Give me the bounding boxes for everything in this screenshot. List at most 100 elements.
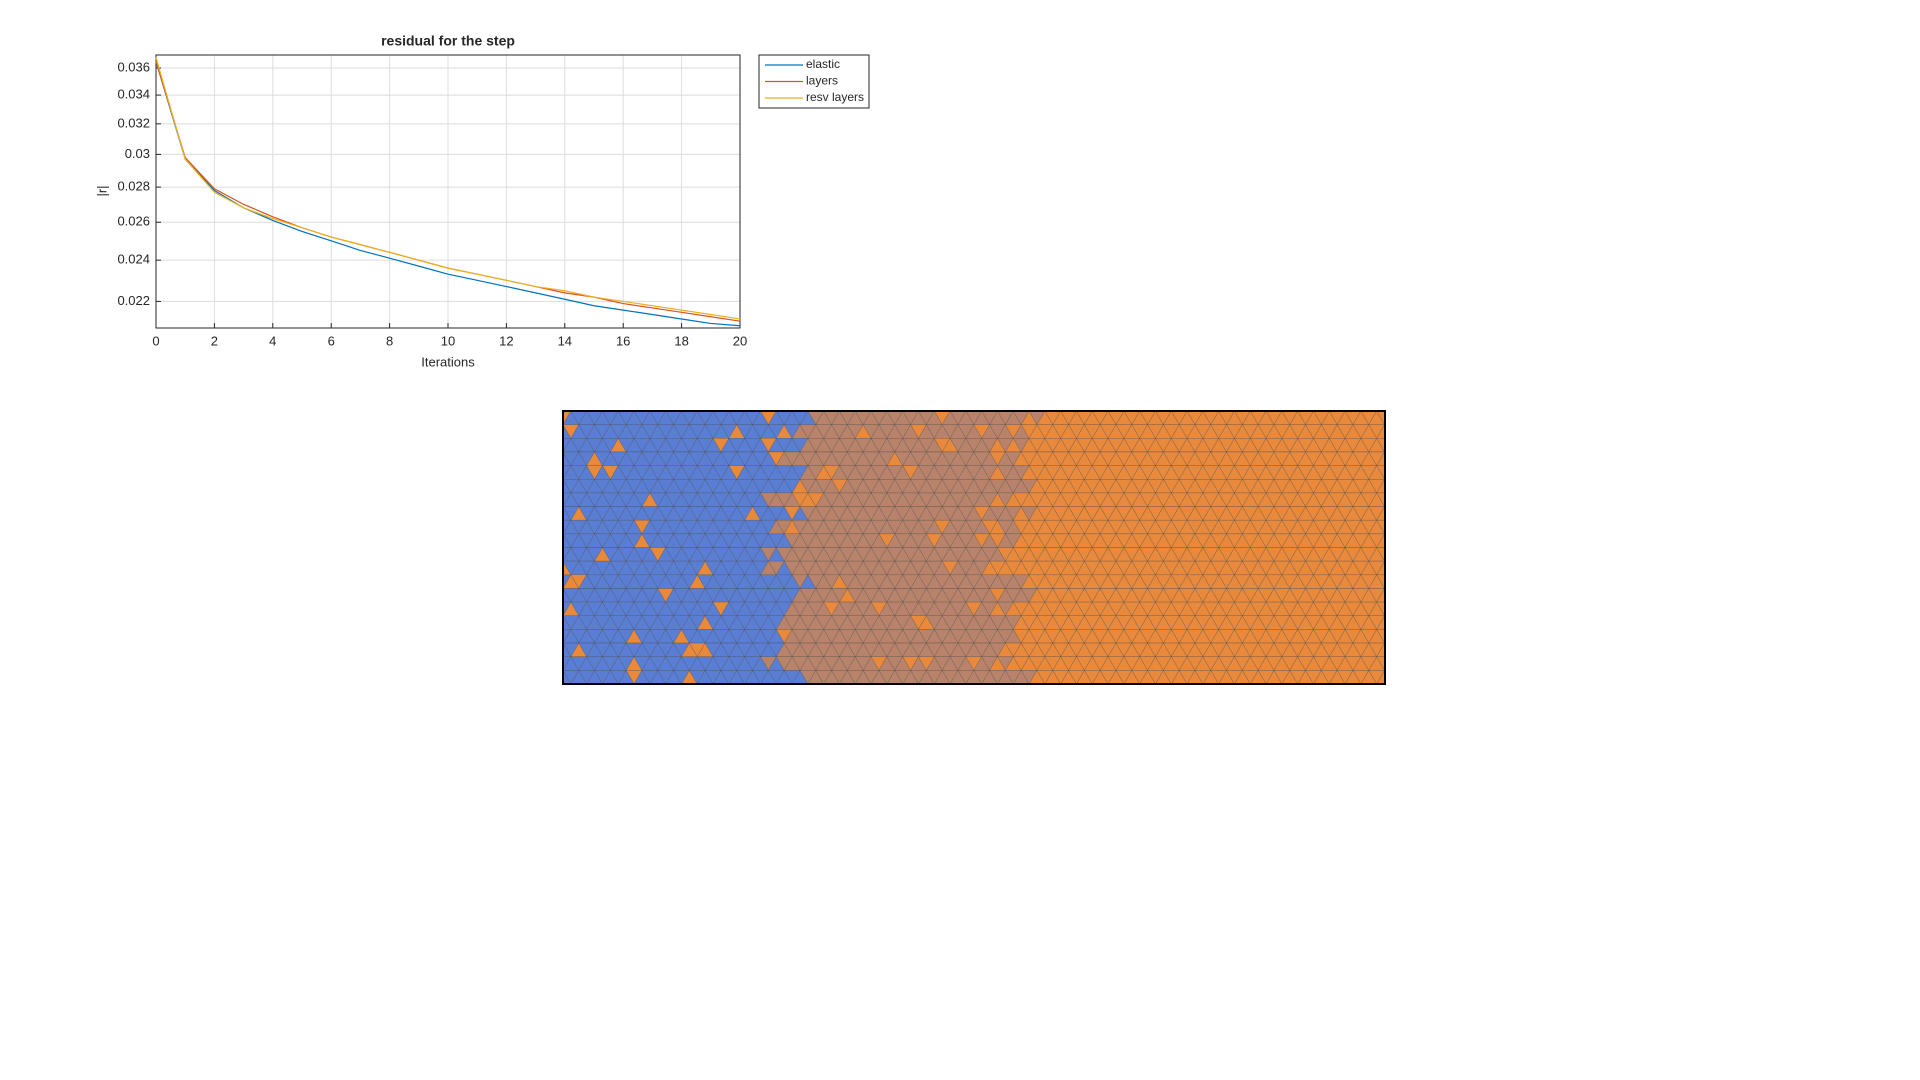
mesh-cell — [1432, 643, 1448, 657]
mesh-cell — [1424, 452, 1440, 466]
mesh-cell — [1400, 602, 1416, 616]
chart-title: residual for the step — [381, 33, 515, 49]
mesh-cell — [1384, 533, 1385, 536]
mesh-cell — [1424, 561, 1440, 575]
mesh-cell — [1416, 507, 1432, 521]
mesh-cell — [1432, 507, 1448, 521]
x-tick-label: 2 — [211, 333, 218, 348]
plot-frame — [155, 54, 741, 329]
mesh-cell — [1384, 588, 1385, 590]
mesh-cell — [1408, 643, 1424, 657]
mesh-cell — [1408, 520, 1424, 534]
mesh-cell — [1384, 669, 1385, 671]
y-tick-label: 0.026 — [117, 214, 150, 229]
y-tick-label: 0.032 — [117, 115, 150, 130]
mesh-cell — [1400, 452, 1416, 466]
mesh-cell — [1393, 575, 1409, 589]
mesh-cell — [1416, 643, 1432, 657]
mesh-cell — [1408, 411, 1424, 425]
mesh-cell — [1424, 548, 1440, 562]
mesh-cell — [1400, 670, 1416, 684]
mesh-cell — [1416, 657, 1432, 671]
mesh-cell — [1408, 466, 1424, 480]
mesh-cell — [1393, 507, 1409, 521]
mesh-cell — [563, 642, 564, 644]
mesh-cell — [1424, 670, 1440, 684]
x-tick-label: 10 — [441, 333, 455, 348]
mesh-cell — [1408, 479, 1424, 493]
mesh-cell — [1424, 520, 1440, 534]
mesh-cell — [1408, 588, 1424, 602]
x-tick-label: 14 — [558, 333, 572, 348]
mesh-cell — [1384, 423, 1385, 425]
mesh-cell — [563, 669, 564, 671]
mesh-cell — [1416, 534, 1432, 548]
mesh-cell — [1384, 587, 1385, 589]
mesh-cell — [1400, 643, 1416, 657]
line-series — [155, 57, 741, 320]
mesh-cell — [1408, 452, 1424, 466]
legend-label: elastic — [806, 57, 840, 71]
mesh-cell — [1416, 425, 1432, 439]
mesh-cell — [1384, 479, 1385, 481]
mesh-cell — [1393, 548, 1409, 562]
mesh-cell — [1408, 425, 1424, 439]
mesh-cell — [1393, 657, 1409, 671]
mesh-cell — [1424, 602, 1440, 616]
mesh-cell — [1416, 561, 1432, 575]
mesh-cell — [1424, 466, 1440, 480]
mesh-cell — [1400, 479, 1416, 493]
mesh-cell — [1432, 452, 1448, 466]
mesh-cell — [1416, 575, 1432, 589]
mesh-cell — [563, 424, 564, 425]
x-axis-label: Iterations — [421, 354, 475, 369]
mesh-cell — [1424, 629, 1440, 643]
mesh-cell — [1384, 450, 1385, 453]
mesh-cell — [1400, 466, 1416, 480]
mesh-cell — [1400, 548, 1416, 562]
y-tick-label: 0.024 — [117, 252, 150, 267]
mesh-cell — [563, 451, 564, 453]
mesh-cell — [1400, 507, 1416, 521]
x-tick-label: 18 — [674, 333, 688, 348]
mesh-cell — [1384, 532, 1385, 535]
mesh-cell — [1424, 425, 1440, 439]
mesh-cell — [1400, 561, 1416, 575]
mesh-cell — [1393, 411, 1409, 425]
mesh-cell — [1393, 466, 1409, 480]
mesh-cell — [1416, 588, 1432, 602]
x-tick-label: 0 — [152, 333, 159, 348]
mesh-cell — [1384, 642, 1385, 645]
mesh-cell — [1408, 438, 1424, 452]
mesh-cell — [1393, 479, 1409, 493]
mesh-plot — [562, 410, 1448, 685]
mesh-cell — [1393, 616, 1409, 630]
mesh-cell — [1424, 616, 1440, 630]
mesh-cell — [1400, 657, 1416, 671]
mesh-cell — [1424, 657, 1440, 671]
mesh-cell — [1384, 614, 1385, 616]
y-tick-label: 0.036 — [117, 59, 150, 74]
x-tick-label: 6 — [328, 333, 335, 348]
mesh-cell — [1376, 669, 1385, 684]
y-tick-label: 0.022 — [117, 293, 150, 308]
mesh-cell — [1384, 670, 1385, 672]
x-tick-label: 16 — [616, 333, 630, 348]
mesh-cell — [1416, 602, 1432, 616]
mesh-cell — [1376, 411, 1385, 426]
mesh-cell — [1424, 493, 1440, 507]
mesh-cell — [1400, 588, 1416, 602]
mesh-cell — [1393, 643, 1409, 657]
mesh-cell — [563, 615, 564, 616]
mesh-cell — [1393, 452, 1409, 466]
mesh-cell — [1408, 616, 1424, 630]
mesh-cell — [1424, 507, 1440, 521]
mesh-cell — [1400, 575, 1416, 589]
mesh-cell — [1424, 411, 1440, 425]
mesh-cell — [1384, 451, 1385, 454]
mesh-cell — [1393, 493, 1409, 507]
mesh-cell — [1424, 575, 1440, 589]
mesh-cell — [1408, 575, 1424, 589]
mesh-cell — [1408, 548, 1424, 562]
